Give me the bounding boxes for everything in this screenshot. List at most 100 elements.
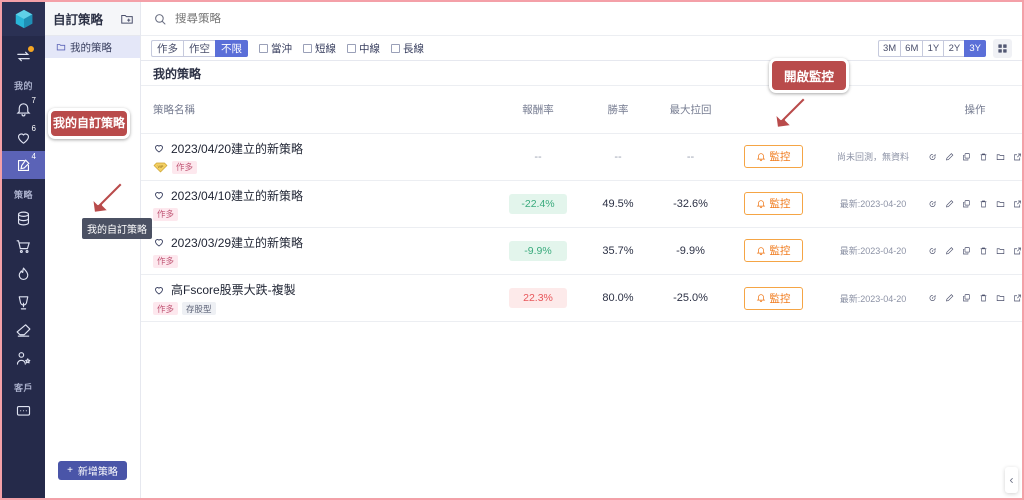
folder-plus-icon[interactable] — [120, 12, 134, 26]
return-value: 22.3% — [509, 288, 567, 309]
checkbox-midterm-label: 中線 — [359, 42, 380, 55]
edit-pencil-icon[interactable] — [945, 198, 954, 210]
updated-text: 最新:2023-04-20 — [839, 246, 907, 257]
folder-item-my-strategy[interactable]: 我的策略 — [45, 36, 140, 58]
backtest-icon[interactable] — [928, 245, 937, 257]
segment-any[interactable]: 不限 — [215, 39, 248, 57]
backtest-icon[interactable] — [928, 292, 937, 304]
app-logo[interactable] — [2, 2, 45, 36]
main-content: 作多 作空 不限 當沖 短線 中線 長線 3M — [141, 2, 1022, 498]
folder-icon[interactable] — [996, 198, 1005, 210]
pointer-arrow-table-icon — [773, 95, 808, 130]
panel-collapse-button[interactable] — [1005, 467, 1018, 493]
folder-icon[interactable] — [996, 292, 1005, 304]
add-strategy-button[interactable]: + 新增策略 — [58, 460, 127, 480]
segment-short[interactable]: 作空 — [183, 39, 215, 57]
trash-icon[interactable] — [979, 245, 988, 257]
copy-icon[interactable] — [962, 292, 971, 304]
rail-item-ranking[interactable] — [2, 288, 45, 316]
monitor-button-label: 監控 — [769, 198, 791, 211]
range-1y[interactable]: 1Y — [922, 39, 944, 57]
trash-icon[interactable] — [979, 292, 988, 304]
favorite-heart-icon[interactable] — [153, 142, 165, 154]
range-3y[interactable]: 3Y — [964, 39, 986, 57]
rail-item-hot[interactable] — [2, 260, 45, 288]
table-row[interactable]: 高Fscore股票大跌-複製 作多 存股型 22.3% — [141, 274, 1022, 323]
return-value: -- — [534, 150, 542, 163]
checkbox-midterm[interactable]: 中線 — [347, 41, 380, 56]
trash-icon[interactable] — [979, 151, 988, 163]
open-external-icon[interactable] — [1013, 292, 1022, 304]
backtest-icon[interactable] — [928, 198, 937, 210]
favorite-heart-icon[interactable] — [153, 284, 165, 296]
strategy-tag: 作多 — [153, 207, 179, 221]
monitor-button[interactable]: 監控 — [743, 192, 803, 216]
range-2y[interactable]: 2Y — [943, 39, 965, 57]
edit-pencil-icon[interactable] — [945, 245, 954, 257]
rail-item-favorites[interactable]: 6 — [2, 123, 45, 151]
cell-winrate: 80.0% — [583, 274, 653, 323]
strategy-tags: 作多 — [153, 207, 493, 221]
strategy-tag: 作多 — [153, 254, 179, 269]
checkbox-longterm[interactable]: 長線 — [391, 41, 424, 56]
cell-actions — [928, 274, 1022, 323]
favorite-heart-icon[interactable] — [153, 189, 165, 201]
folder-icon[interactable] — [996, 245, 1005, 257]
card-title: 我的策略 — [141, 61, 1022, 86]
checkbox-daytrade[interactable]: 當沖 — [259, 41, 292, 56]
return-value: -22.4% — [509, 193, 567, 214]
callout-enable-monitoring: 開啟監控 — [769, 58, 850, 93]
folder-icon[interactable] — [996, 151, 1005, 163]
table-row[interactable]: 2023/04/20建立的新策略 VIP 作多 — [141, 133, 1022, 181]
strategy-name-text: 2023/04/20建立的新策略 — [171, 141, 304, 156]
range-3m[interactable]: 3M — [877, 39, 901, 57]
edit-pencil-icon[interactable] — [945, 151, 954, 163]
col-updated — [818, 86, 928, 134]
strategy-tags: 作多 存股型 — [153, 302, 493, 316]
backtest-icon[interactable] — [928, 151, 937, 163]
rail-item-expert[interactable] — [2, 344, 45, 372]
open-external-icon[interactable] — [1013, 151, 1022, 163]
rail-item-notifications[interactable]: 7 — [2, 95, 45, 123]
table-row[interactable]: 2023/03/29建立的新策略 作多 -9.9% 35.7% — [141, 227, 1022, 276]
rail-group-label-customer: 客戶 — [13, 383, 33, 393]
open-external-icon[interactable] — [1013, 245, 1022, 257]
search-input[interactable] — [175, 12, 1010, 25]
cell-actions — [928, 133, 1022, 181]
cell-return: -- — [493, 133, 583, 181]
copy-icon[interactable] — [962, 245, 971, 257]
bell-icon — [756, 200, 765, 208]
strategy-tags: VIP 作多 — [153, 160, 493, 174]
cell-monitor: 監控 — [728, 180, 818, 228]
bell-icon — [756, 247, 765, 256]
notifications-badge: 7 — [31, 96, 36, 105]
monitor-button[interactable]: 監控 — [743, 239, 803, 263]
range-6m[interactable]: 6M — [900, 39, 923, 57]
trash-icon[interactable] — [979, 198, 988, 210]
segment-long[interactable]: 作多 — [151, 39, 183, 57]
open-external-icon[interactable] — [1013, 198, 1022, 210]
monitor-button[interactable]: 監控 — [743, 145, 803, 169]
copy-icon[interactable] — [962, 198, 971, 210]
table-row[interactable]: 2023/04/10建立的新策略 作多 -22.4% 49.5% — [141, 180, 1022, 228]
rail-item-chat[interactable] — [2, 397, 45, 425]
panel-title: 自訂策略 — [53, 13, 104, 27]
copy-icon[interactable] — [962, 151, 971, 163]
cell-actions — [928, 180, 1022, 228]
rail-item-store[interactable] — [2, 232, 45, 260]
bell-icon — [756, 152, 765, 161]
bell-icon — [16, 102, 31, 116]
rail-item-database[interactable] — [2, 204, 45, 232]
favorite-heart-icon[interactable] — [153, 236, 165, 248]
rail-item-eraser[interactable] — [2, 316, 45, 344]
rail-item-custom-strategy[interactable]: 4 — [2, 151, 45, 179]
col-actions: 操作 — [928, 86, 1022, 134]
rail-item-transfer[interactable] — [2, 42, 45, 70]
cell-updated: 最新:2023-04-20 — [818, 180, 928, 228]
edit-pencil-icon[interactable] — [945, 292, 954, 304]
monitor-button[interactable]: 監控 — [743, 286, 803, 310]
grid-view-toggle[interactable] — [993, 38, 1012, 58]
strategy-tag: 作多 — [153, 302, 179, 316]
cart-icon — [16, 239, 30, 253]
checkbox-shortterm[interactable]: 短線 — [303, 41, 336, 56]
